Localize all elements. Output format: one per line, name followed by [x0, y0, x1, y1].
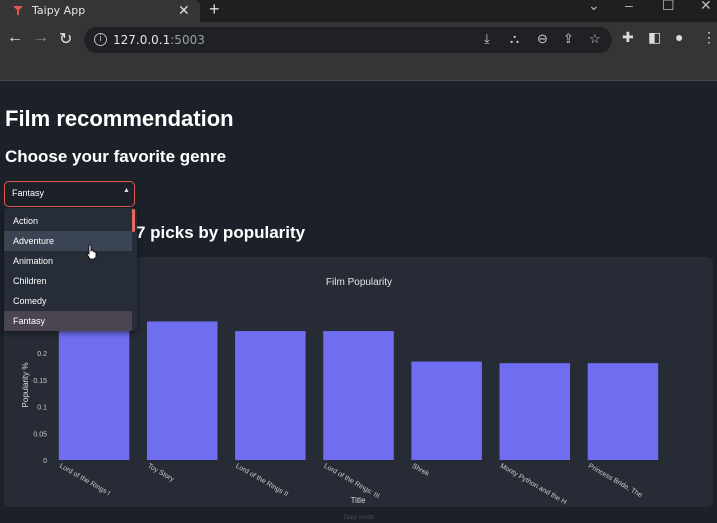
forward-icon[interactable]: → [33, 29, 49, 46]
side-panel-icon[interactable]: ◧ [648, 29, 662, 45]
taipy-favicon-icon [13, 6, 23, 15]
picks-heading: 7 picks by popularity [136, 223, 306, 242]
tab-title: Taipy App [32, 4, 86, 17]
share-icon[interactable]: ⇪ [563, 31, 574, 46]
footer-text: Taipy inside [343, 515, 375, 521]
chart-x-tick: Lord of the Rings II [234, 463, 289, 499]
browser-tab[interactable]: Taipy App ✕ [0, 0, 200, 22]
new-tab-icon[interactable]: + [209, 0, 220, 19]
profile-icon[interactable]: ● [675, 29, 684, 45]
url-port: :5003 [170, 33, 205, 47]
browser-titlebar: Taipy App ✕ + ⌄ – ☐ ✕ [0, 0, 717, 22]
chart-canvas: Film Popularity Popularity % Title 0 0.05… [21, 277, 659, 507]
chart-x-tick: Princess Bride, The [587, 463, 643, 500]
chart-x-tick: Shrek [411, 463, 431, 478]
chart-y-tick: 0.2 [37, 351, 47, 358]
browser-toolbar: ← → ↻ i 127.0.0.1:5003 ⤓ ⛬ ⊖ ⇪ ☆ ✚ ◧ ● ⋮ [0, 22, 717, 58]
genre-heading: Choose your favorite genre [5, 147, 227, 166]
menu-icon[interactable]: ⋮ [702, 29, 716, 45]
install-app-icon[interactable]: ⤓ [484, 31, 490, 46]
chart-x-tick: Lord of the Rings: III [323, 463, 381, 501]
dropdown-option-action[interactable]: Action [13, 216, 39, 226]
dropdown-option-children[interactable]: Children [13, 276, 47, 286]
tab-search-icon[interactable]: ⌄ [588, 0, 600, 13]
reload-icon[interactable]: ↻ [59, 31, 73, 48]
chart-y-axis-label: Popularity % [21, 363, 30, 408]
dropdown-scrollbar[interactable] [132, 209, 135, 232]
minimize-icon[interactable]: – [625, 0, 633, 13]
page-title: Film recommendation [5, 106, 234, 131]
chart-y-tick: 0.05 [33, 431, 47, 438]
popularity-chart: Film Popularity Popularity % Title 0 0.05… [4, 257, 713, 507]
hand-cursor-icon [86, 244, 97, 260]
url-host: 127.0.0.1 [113, 33, 171, 47]
window-close-icon[interactable]: ✕ [700, 0, 712, 13]
dropdown-option-comedy[interactable]: Comedy [13, 296, 47, 306]
chart-bar[interactable] [587, 363, 659, 460]
dropdown-option-animation[interactable]: Animation [13, 256, 54, 266]
chart-x-tick: Toy Story [146, 463, 175, 484]
address-bar[interactable]: i 127.0.0.1:5003 ⤓ ⛬ ⊖ ⇪ ☆ [84, 27, 612, 53]
address-url: 127.0.0.1:5003 [113, 33, 205, 47]
zoom-icon[interactable]: ⊖ [537, 31, 548, 46]
chart-y-tick: 0.15 [33, 378, 47, 385]
chart-x-tick: Monty Python and the H [499, 463, 568, 507]
chart-title: Film Popularity [326, 277, 392, 288]
translate-icon[interactable]: ⛬ [510, 31, 520, 46]
chart-bar[interactable] [58, 321, 130, 460]
bookmark-star-icon[interactable]: ☆ [589, 31, 601, 46]
bookmarks-strip [0, 58, 717, 81]
dropdown-option-fantasy[interactable]: Fantasy [4, 311, 132, 331]
genre-dropdown-menu: Action Adventure Animation Children Come… [4, 208, 137, 331]
chart-bar[interactable] [499, 363, 571, 460]
chart-y-tick: 0.1 [37, 405, 47, 412]
chart-x-tick: Lord of the Rings I [58, 463, 111, 498]
genre-select[interactable]: Fantasy ▲ [4, 181, 135, 207]
tab-close-icon[interactable]: ✕ [178, 2, 190, 18]
chart-bar[interactable] [235, 331, 306, 460]
site-info-icon[interactable]: i [94, 33, 107, 46]
chart-bar[interactable] [146, 321, 218, 460]
chart-y-tick: 0 [43, 458, 47, 465]
chart-bar[interactable] [323, 331, 394, 460]
back-icon[interactable]: ← [7, 29, 23, 46]
caret-up-icon: ▲ [123, 187, 130, 194]
genre-select-value: Fantasy [12, 188, 45, 198]
dropdown-option-adventure[interactable]: Adventure [4, 231, 132, 251]
maximize-icon[interactable]: ☐ [662, 0, 675, 13]
chart-bar[interactable] [411, 361, 482, 460]
extensions-icon[interactable]: ✚ [622, 29, 634, 45]
chart-x-axis-label: Title [351, 496, 366, 505]
